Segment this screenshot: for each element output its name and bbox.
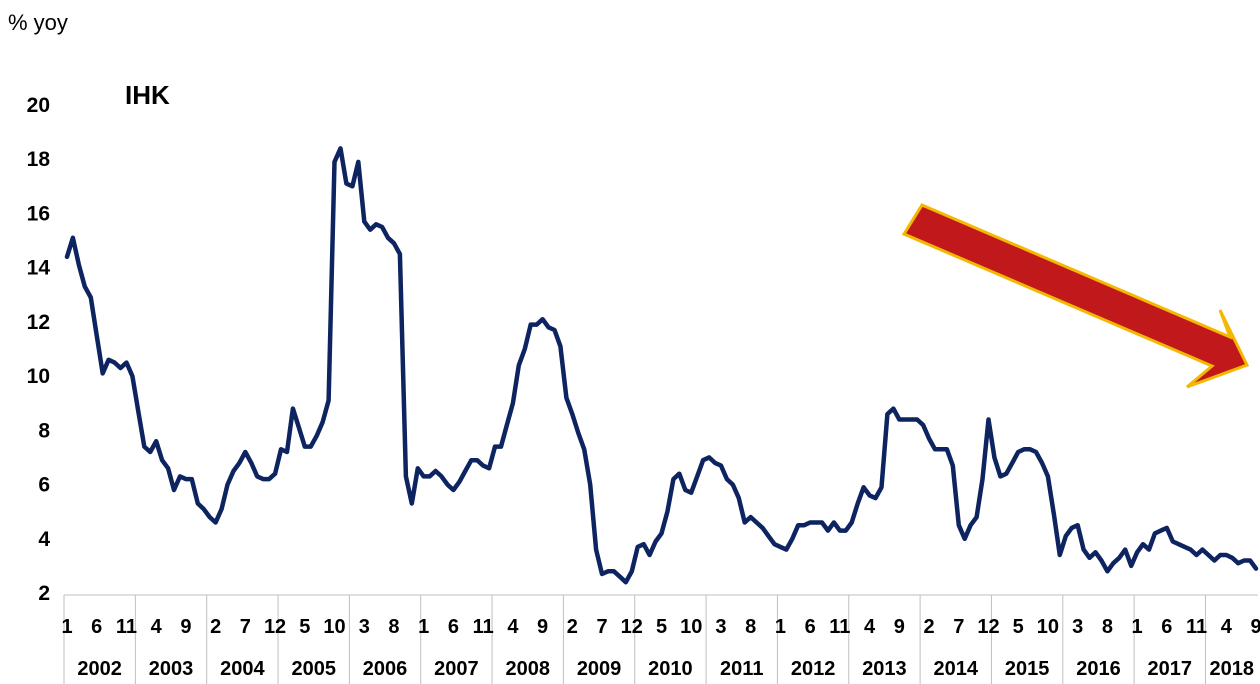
year-label: 2002: [77, 658, 122, 680]
y-tick-label: 6: [38, 474, 50, 497]
month-tick-label: 10: [1037, 616, 1059, 638]
y-tick-label: 10: [27, 365, 50, 388]
downtrend-arrow: [901, 203, 1250, 389]
y-tick-label: 14: [27, 257, 51, 280]
year-label: 2010: [648, 658, 693, 680]
month-tick-label: 4: [1221, 616, 1233, 638]
month-tick-label: 11: [473, 616, 494, 638]
y-tick-label: 2: [38, 582, 50, 605]
month-tick-label: 7: [240, 616, 251, 638]
month-tick-label: 5: [656, 616, 667, 638]
month-tick-label: 1: [61, 616, 72, 638]
y-axis-label: % yoy: [8, 10, 68, 35]
year-label: 2005: [291, 658, 336, 680]
month-tick-label: 2: [210, 616, 221, 638]
month-tick-label: 3: [715, 616, 726, 638]
year-label: 2006: [363, 658, 408, 680]
year-label: 2014: [934, 658, 979, 680]
month-tick-label: 9: [180, 616, 191, 638]
month-tick-label: 12: [977, 616, 999, 638]
month-tick-label: 11: [829, 616, 850, 638]
month-tick-label: 9: [537, 616, 548, 638]
y-tick-label: 18: [27, 148, 51, 171]
month-tick-label: 11: [1186, 616, 1207, 638]
month-tick-label: 12: [264, 616, 286, 638]
month-tick-label: 3: [1072, 616, 1083, 638]
month-tick-label: 7: [953, 616, 964, 638]
month-tick-label: 7: [596, 616, 607, 638]
chart-title: IHK: [125, 80, 170, 110]
year-label: 2008: [505, 658, 550, 680]
month-tick-label: 2: [567, 616, 578, 638]
year-label: 2011: [720, 658, 763, 680]
year-label: 2018: [1209, 658, 1254, 680]
y-tick-label: 20: [27, 94, 50, 117]
year-label: 2003: [149, 658, 194, 680]
month-tick-label: 4: [151, 616, 163, 638]
month-tick-label: 6: [448, 616, 459, 638]
y-tick-label: 8: [38, 419, 50, 442]
year-label: 2013: [862, 658, 907, 680]
month-tick-label: 11: [116, 616, 137, 638]
month-tick-label: 2: [923, 616, 934, 638]
series-line: [64, 146, 1259, 585]
month-tick-label: 3: [359, 616, 370, 638]
month-tick-label: 6: [805, 616, 816, 638]
y-tick-label: 16: [27, 202, 50, 225]
month-tick-label: 4: [507, 616, 519, 638]
x-axis: 2002 2003 2004 2005 2006 2007 2008 2009 2010 2011…: [61, 594, 1260, 684]
y-axis: 2 4 6 8 10 12 14 16 18 20: [27, 94, 51, 605]
month-tick-label: 6: [1161, 616, 1172, 638]
month-tick-label: 8: [1102, 616, 1113, 638]
month-tick-label: 5: [1013, 616, 1024, 638]
month-tick-label: 9: [894, 616, 905, 638]
month-tick-label: 6: [91, 616, 102, 638]
month-tick-label: 8: [388, 616, 399, 638]
month-tick-label: 4: [864, 616, 876, 638]
year-label: 2017: [1148, 658, 1193, 680]
year-label: 2009: [577, 658, 622, 680]
year-label: 2004: [220, 658, 265, 680]
year-label: 2007: [434, 658, 479, 680]
month-tick-label: 1: [1132, 616, 1143, 638]
year-label: 2016: [1076, 658, 1121, 680]
year-label: 2015: [1005, 658, 1050, 680]
month-tick-label: 10: [323, 616, 345, 638]
month-tick-label: 8: [745, 616, 756, 638]
month-tick-label: 9: [1250, 616, 1260, 638]
month-tick-label: 10: [680, 616, 702, 638]
month-tick-label: 1: [775, 616, 786, 638]
month-tick-label: 5: [299, 616, 310, 638]
month-tick-label: 1: [418, 616, 429, 638]
year-label: 2012: [791, 658, 836, 680]
y-tick-label: 4: [38, 528, 50, 551]
month-tick-label: 12: [621, 616, 643, 638]
y-tick-label: 12: [27, 311, 50, 334]
